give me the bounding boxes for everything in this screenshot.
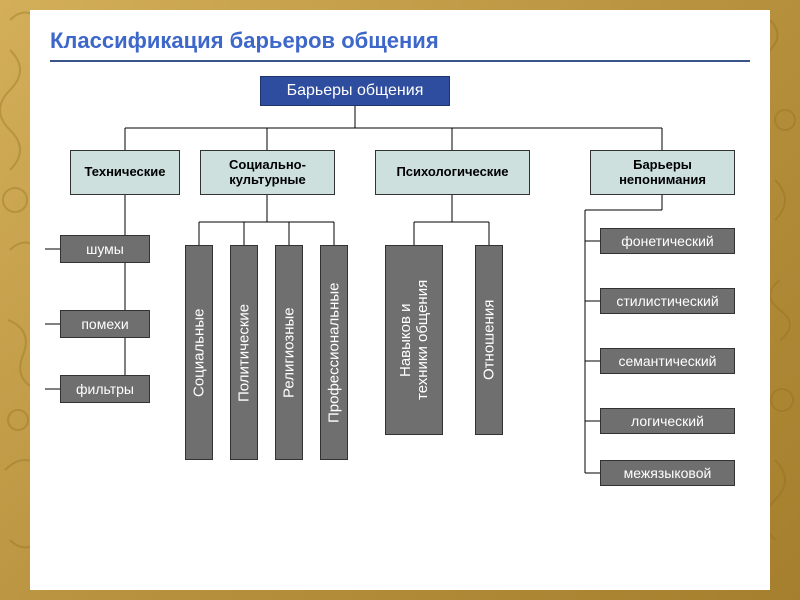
category-label: Технические xyxy=(85,165,166,180)
mis-leaf: стилистический xyxy=(600,288,735,314)
mis-leaf: фонетический xyxy=(600,228,735,254)
leaf-label: логический xyxy=(631,413,704,429)
category-psy: Психологические xyxy=(375,150,530,195)
psy-bar: Навыков и техники общения xyxy=(385,245,443,435)
bar-label: Профессиональные xyxy=(326,282,343,422)
root-node: Барьеры общения xyxy=(260,76,450,106)
leaf-label: межязыковой xyxy=(624,465,712,481)
soc-bar: Профессиональные xyxy=(320,245,348,460)
category-soc: Социально- культурные xyxy=(200,150,335,195)
category-tech: Технические xyxy=(70,150,180,195)
root-label: Барьеры общения xyxy=(287,82,424,100)
leaf-label: фонетический xyxy=(621,233,713,249)
mis-leaf: межязыковой xyxy=(600,460,735,486)
category-mis: Барьеры непонимания xyxy=(590,150,735,195)
soc-bar: Религиозные xyxy=(275,245,303,460)
tech-leaf: помехи xyxy=(60,310,150,338)
title-rule xyxy=(50,60,750,62)
category-label: Социально- культурные xyxy=(229,158,306,188)
tech-leaf: шумы xyxy=(60,235,150,263)
slide-area: Классификация барьеров общения xyxy=(30,10,770,590)
bar-label: Отношения xyxy=(481,300,498,380)
bar-label: Навыков и техники общения xyxy=(397,280,431,400)
category-label: Психологические xyxy=(396,165,508,180)
leaf-label: фильтры xyxy=(76,381,134,397)
mis-leaf: логический xyxy=(600,408,735,434)
bar-label: Религиозные xyxy=(281,307,298,398)
soc-bar: Политические xyxy=(230,245,258,460)
bar-label: Политические xyxy=(236,303,253,401)
leaf-label: семантический xyxy=(618,353,716,369)
psy-bar: Отношения xyxy=(475,245,503,435)
leaf-label: шумы xyxy=(86,241,124,257)
leaf-label: помехи xyxy=(81,316,128,332)
leaf-label: стилистический xyxy=(616,293,718,309)
bar-label: Социальные xyxy=(191,308,208,396)
category-label: Барьеры непонимания xyxy=(619,158,706,188)
mis-leaf: семантический xyxy=(600,348,735,374)
soc-bar: Социальные xyxy=(185,245,213,460)
page-title: Классификация барьеров общения xyxy=(50,28,439,54)
tech-leaf: фильтры xyxy=(60,375,150,403)
